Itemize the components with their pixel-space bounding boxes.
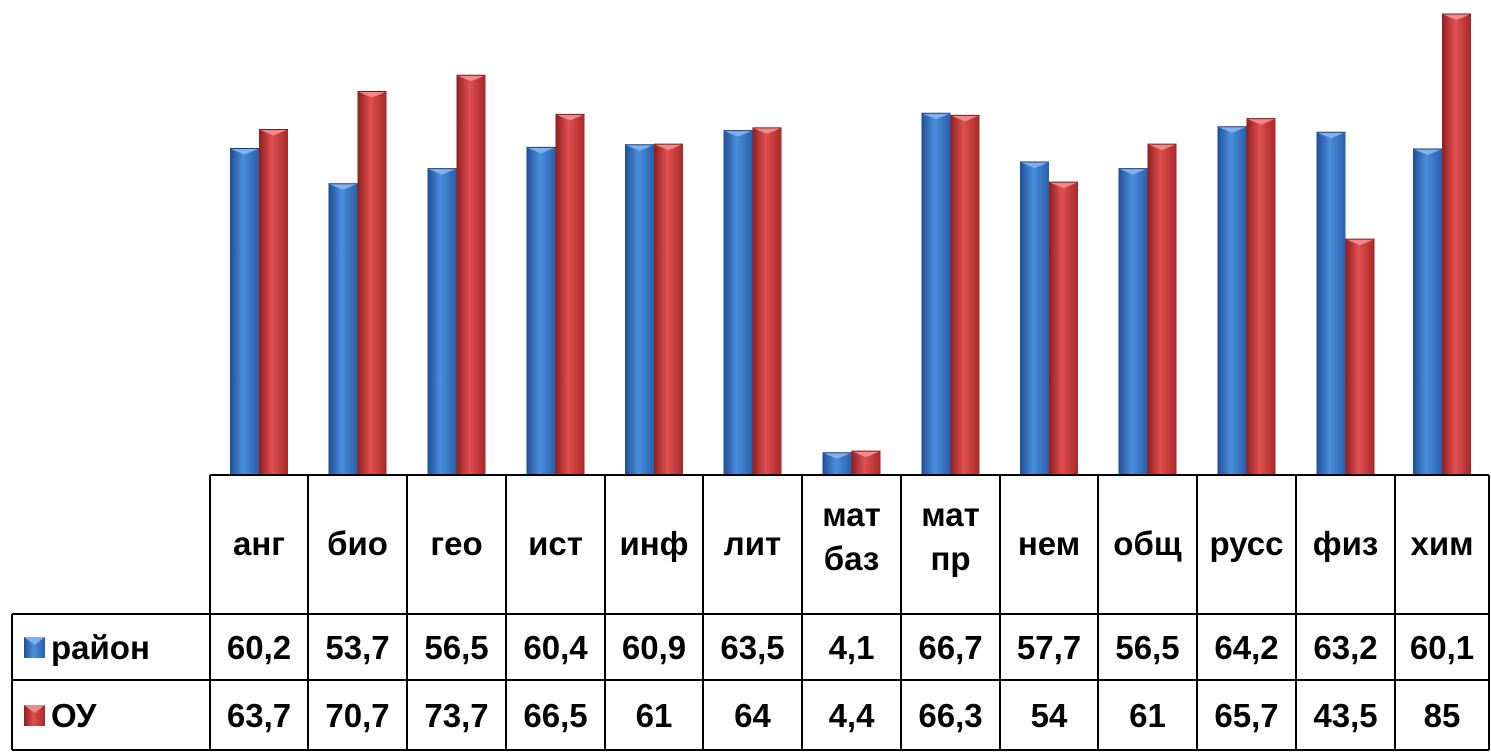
bar-raion-0 xyxy=(230,148,259,475)
bar-raion-8 xyxy=(1020,161,1049,475)
legend-swatch xyxy=(24,705,45,726)
category-label-4: инф xyxy=(619,525,688,562)
bar-ou-7 xyxy=(950,114,980,476)
bar-ou-2 xyxy=(456,74,486,475)
value-label-ou-9: 61 xyxy=(1129,697,1166,734)
category-label-5: лит xyxy=(724,525,781,562)
value-label-ou-0: 63,7 xyxy=(227,697,291,734)
category-label-3: ист xyxy=(528,525,583,562)
category-label-12: хим xyxy=(1410,525,1473,562)
category-label-9: общ xyxy=(1113,525,1182,562)
category-label-10: русс xyxy=(1210,525,1284,562)
bar-ou-8 xyxy=(1049,181,1078,476)
category-label-7: мат пр xyxy=(921,496,980,577)
legend-raion: район xyxy=(24,629,150,666)
value-label-ou-6: 4,4 xyxy=(829,697,876,734)
bar-ou-0 xyxy=(259,129,288,475)
bar-ou-4 xyxy=(654,143,683,475)
bar-ou-11 xyxy=(1345,238,1375,475)
category-label-6: мат баз xyxy=(822,496,881,577)
category-label-8: нем xyxy=(1018,525,1080,562)
value-label-raion-2: 56,5 xyxy=(424,629,488,666)
value-label-raion-1: 53,7 xyxy=(325,629,389,666)
value-label-raion-8: 57,7 xyxy=(1017,629,1081,666)
bar-raion-9 xyxy=(1118,168,1148,475)
bar-raion-10 xyxy=(1217,126,1247,475)
value-label-raion-0: 60,2 xyxy=(227,629,291,666)
bar-raion-11 xyxy=(1316,131,1346,475)
value-label-ou-4: 61 xyxy=(636,697,673,734)
value-label-raion-11: 63,2 xyxy=(1313,629,1377,666)
bar-raion-3 xyxy=(526,146,556,475)
value-label-raion-12: 60,1 xyxy=(1410,629,1474,666)
value-label-raion-7: 66,7 xyxy=(918,629,982,666)
bar-ou-10 xyxy=(1246,118,1276,475)
value-label-raion-3: 60,4 xyxy=(523,629,588,666)
value-label-ou-8: 54 xyxy=(1031,697,1068,734)
bar-ou-1 xyxy=(357,91,387,476)
category-label-11: физ xyxy=(1313,525,1379,562)
value-label-raion-10: 64,2 xyxy=(1214,629,1278,666)
legend-swatch xyxy=(24,637,45,658)
value-label-ou-5: 64 xyxy=(734,697,771,734)
category-label-1: био xyxy=(327,525,388,562)
value-label-ou-10: 65,7 xyxy=(1214,697,1278,734)
value-label-ou-12: 85 xyxy=(1424,697,1461,734)
value-label-raion-4: 60,9 xyxy=(622,629,686,666)
bar-ou-3 xyxy=(555,113,585,475)
bar-raion-4 xyxy=(625,144,654,475)
value-label-raion-6: 4,1 xyxy=(829,629,875,666)
value-label-ou-1: 70,7 xyxy=(325,697,389,734)
category-label-2: гео xyxy=(430,525,482,562)
bar-raion-2 xyxy=(427,168,457,475)
value-label-ou-7: 66,3 xyxy=(918,697,982,734)
bar-raion-6 xyxy=(822,452,852,475)
bar-raion-5 xyxy=(723,130,753,475)
series-name: район xyxy=(51,629,150,666)
bars-group xyxy=(230,13,1471,476)
data-table: анг био гео ист инф лит мат баз мат пр нем общ русс ф… xyxy=(11,474,1490,751)
bar-raion-12 xyxy=(1413,148,1442,475)
bar-raion-7 xyxy=(921,112,951,476)
value-label-ou-2: 73,7 xyxy=(424,697,488,734)
bar-ou-5 xyxy=(752,127,782,476)
series-name: ОУ xyxy=(51,697,97,734)
value-label-ou-11: 43,5 xyxy=(1313,697,1377,734)
legend-ou: ОУ xyxy=(24,697,97,734)
bar-ou-9 xyxy=(1147,143,1177,475)
category-label-0: анг xyxy=(233,525,285,562)
value-label-ou-3: 66,5 xyxy=(523,697,587,734)
value-label-raion-9: 56,5 xyxy=(1115,629,1179,666)
bar-ou-6 xyxy=(851,450,881,475)
bar-raion-1 xyxy=(328,183,358,475)
bar-ou-12 xyxy=(1442,13,1471,475)
value-label-raion-5: 63,5 xyxy=(720,629,784,666)
